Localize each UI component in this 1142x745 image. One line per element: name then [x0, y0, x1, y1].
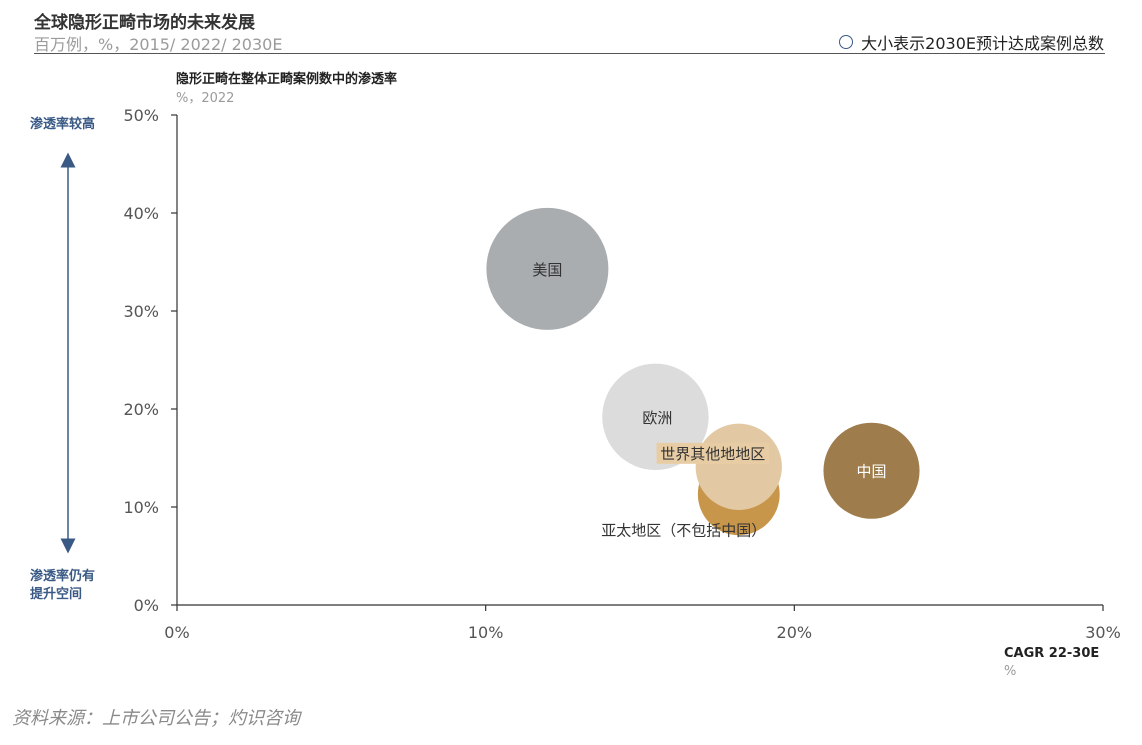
chart-title: 全球隐形正畸市场的未来发展: [34, 13, 255, 33]
bubble-3: [695, 423, 782, 510]
chart-subtitle: 百万例，%，2015/ 2022/ 2030E: [34, 35, 283, 54]
x-axis-unit: %: [1004, 664, 1017, 679]
y-tick-label: 20%: [123, 400, 159, 419]
x-axis-title: CAGR 22-30E: [1004, 646, 1100, 661]
bubble-4: [823, 422, 920, 519]
source-note: 资料来源：上市公司公告；灼识咨询: [12, 708, 300, 729]
y-tick-label: 30%: [123, 302, 159, 321]
label-background: [656, 442, 770, 464]
y-tick-label: 50%: [123, 106, 159, 125]
bubble-label-1: 欧洲: [642, 409, 672, 427]
room-to-grow-label-line2: 提升空间: [30, 587, 83, 602]
bubble-0: [486, 207, 609, 330]
y-axis-unit: %，2022: [176, 91, 235, 106]
bubble-label-2: 亚太地区（不包括中国）: [601, 521, 766, 539]
x-tick-label: 30%: [1085, 623, 1121, 642]
y-tick-label: 0%: [134, 596, 159, 615]
bubble-label-3: 世界其他地地区: [660, 445, 765, 463]
header-divider: [34, 53, 1105, 54]
y-tick-label: 40%: [123, 204, 159, 223]
x-tick-label: 10%: [468, 623, 504, 642]
bubble-label-4: 中国: [856, 463, 886, 481]
x-tick-label: 0%: [164, 623, 189, 642]
x-tick-label: 20%: [777, 623, 813, 642]
y-axis-title: 隐形正畸在整体正畸案例数中的渗透率: [176, 72, 398, 87]
y-tick-label: 10%: [123, 498, 159, 517]
high-penetration-label: 渗透率较高: [30, 117, 96, 132]
room-to-grow-label-line1: 渗透率仍有: [30, 569, 96, 584]
legend-label: 大小表示2030E预计达成案例总数: [861, 34, 1104, 53]
bubble-label-0: 美国: [532, 261, 562, 279]
legend: 大小表示2030E预计达成案例总数: [839, 30, 1104, 54]
legend-circle-icon: [839, 35, 854, 49]
